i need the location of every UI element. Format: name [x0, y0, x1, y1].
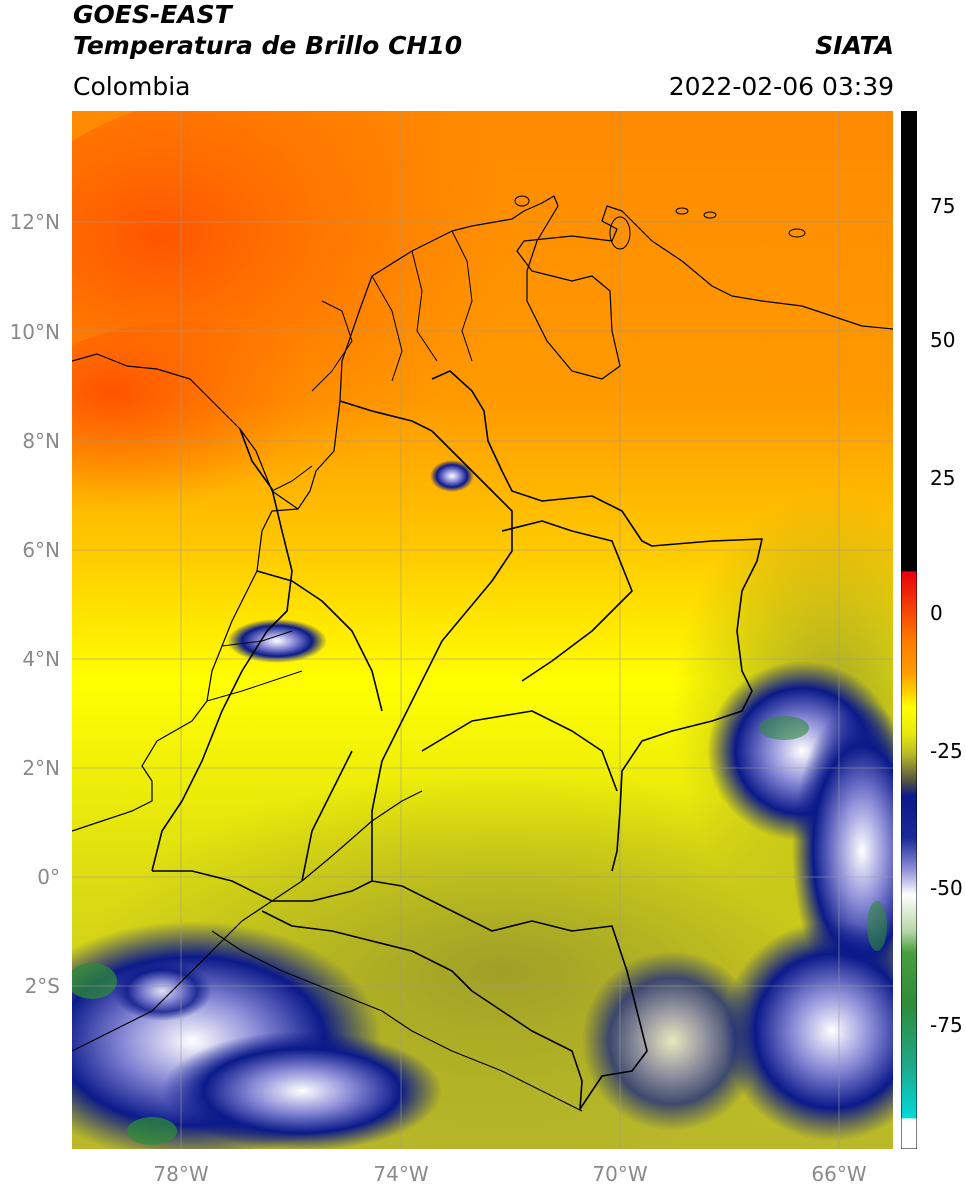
colorbar-tick-minus50: -50 [930, 876, 963, 900]
lat-label-2n: 2°N [22, 756, 60, 780]
temperature-colorbar [901, 111, 917, 1149]
region-label: Colombia [73, 72, 191, 101]
lat-label-6n: 6°N [22, 538, 60, 562]
colorbar-tick-minus25: -25 [930, 739, 963, 763]
lat-label-10n: 10°N [9, 320, 60, 344]
lon-label-74w: 74°W [373, 1162, 429, 1186]
colorbar-tick-50: 50 [930, 328, 956, 352]
lat-label-12n: 12°N [9, 210, 60, 234]
source-label: SIATA [815, 31, 894, 60]
colorbar-tick-minus75: -75 [930, 1013, 963, 1037]
product-title: Temperatura de Brillo CH10 [73, 31, 463, 60]
colorbar-tick-25: 25 [930, 466, 956, 490]
lat-label-4n: 4°N [22, 647, 60, 671]
lon-label-78w: 78°W [153, 1162, 209, 1186]
lon-label-66w: 66°W [811, 1162, 867, 1186]
colorbar-tick-0: 0 [930, 601, 943, 625]
lat-label-8n: 8°N [22, 429, 60, 453]
timestamp-label: 2022-02-06 03:39 [668, 72, 894, 101]
satellite-map [72, 111, 893, 1149]
satellite-title: GOES-EAST [73, 0, 232, 29]
lon-label-70w: 70°W [592, 1162, 648, 1186]
lat-label-0: 0° [37, 865, 60, 889]
colorbar-tick-75: 75 [930, 194, 956, 218]
lat-label-2s: 2°S [24, 974, 60, 998]
